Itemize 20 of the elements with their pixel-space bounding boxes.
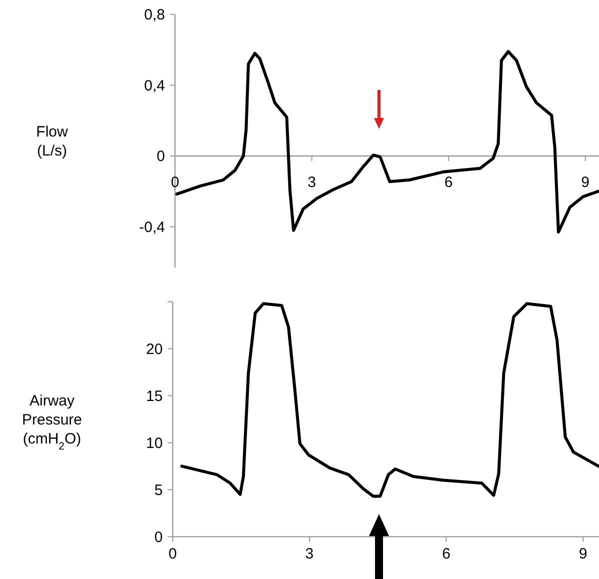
x-tick-label: 6 <box>444 174 453 191</box>
x-tick-label: 9 <box>581 174 590 191</box>
x-tick-label: 9 <box>578 546 588 563</box>
y-axis-title: Flow (L/s) <box>36 124 68 160</box>
y-tick-label: -0,4 <box>139 219 165 236</box>
y-tick-label: 0 <box>154 528 163 546</box>
y-tick-label: 20 <box>146 340 163 358</box>
x-tick-label: 0 <box>168 546 177 563</box>
y-tick-label: 10 <box>146 434 163 452</box>
x-tick-label: 0 <box>170 174 180 191</box>
line-series <box>180 302 599 498</box>
y-tick-label: 15 <box>146 388 163 405</box>
y-tick-label: 0,8 <box>144 6 165 24</box>
y-tick-label: 0 <box>156 148 165 166</box>
y-axis-title: Airway Pressure (cmH$_{2}$O) <box>22 392 82 452</box>
y-tick-label: 5 <box>154 482 163 499</box>
x-tick-label: 6 <box>442 546 450 563</box>
x-tick-label: 3 <box>308 174 316 191</box>
y-tick-label: 0,4 <box>144 77 165 94</box>
x-tick-label: 3 <box>305 546 314 563</box>
